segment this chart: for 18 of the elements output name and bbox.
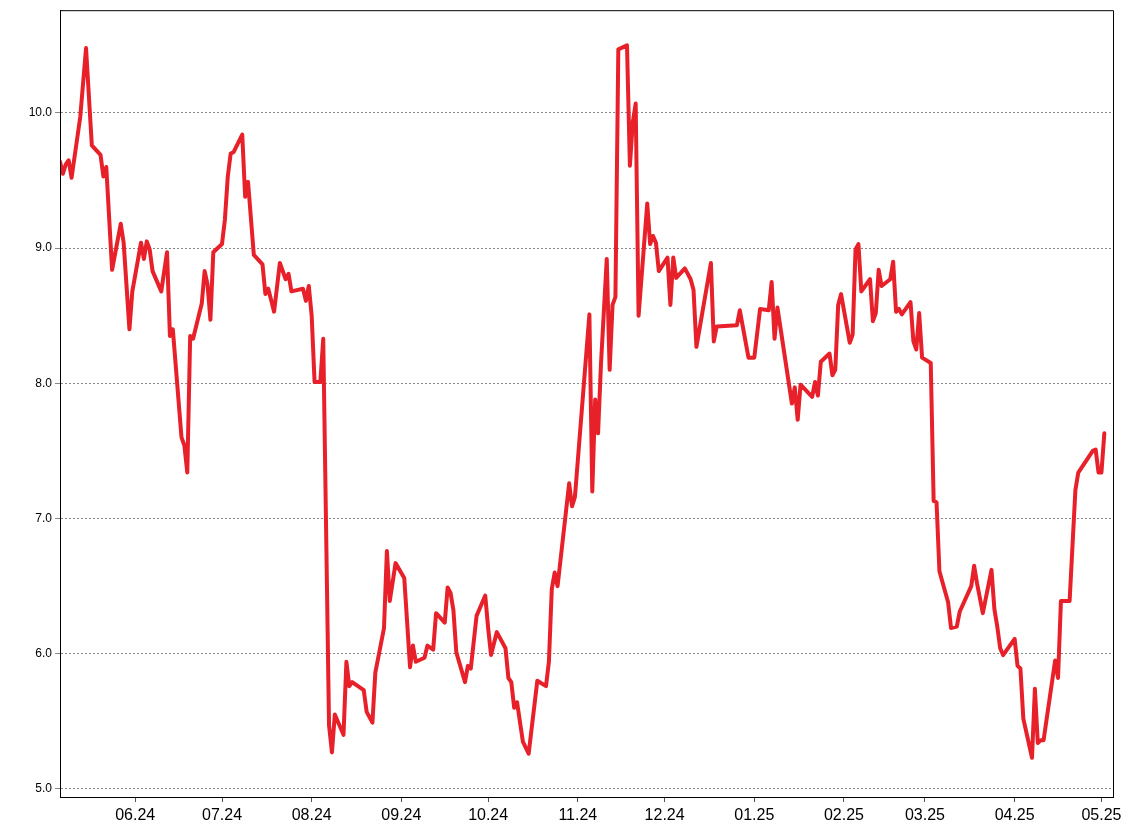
x-tick-label: 07.24 (201, 806, 243, 824)
x-tick-label: 02.25 (823, 806, 865, 824)
x-tick-label: 05.25 (1081, 806, 1122, 824)
x-tick-label: 04.25 (994, 806, 1035, 824)
x-tick-label: 01.25 (734, 806, 775, 824)
x-tick-label: 06.24 (115, 806, 156, 824)
y-tick-label: 7.0 (35, 510, 53, 525)
x-tick-label: 11.24 (558, 806, 598, 824)
y-tick-label: 10.0 (28, 105, 53, 120)
x-tick-label: 09.24 (381, 806, 422, 824)
x-tick-label: 12.24 (644, 806, 685, 824)
x-tick-label: 10.24 (468, 806, 509, 824)
y-tick-label: 8.0 (35, 375, 53, 390)
y-tick-label: 5.0 (35, 781, 53, 796)
x-tick-label: 03.25 (904, 806, 946, 824)
y-tick-label: 9.0 (35, 240, 53, 255)
x-tick-label: 08.24 (291, 806, 332, 824)
y-tick-label: 6.0 (35, 646, 53, 661)
